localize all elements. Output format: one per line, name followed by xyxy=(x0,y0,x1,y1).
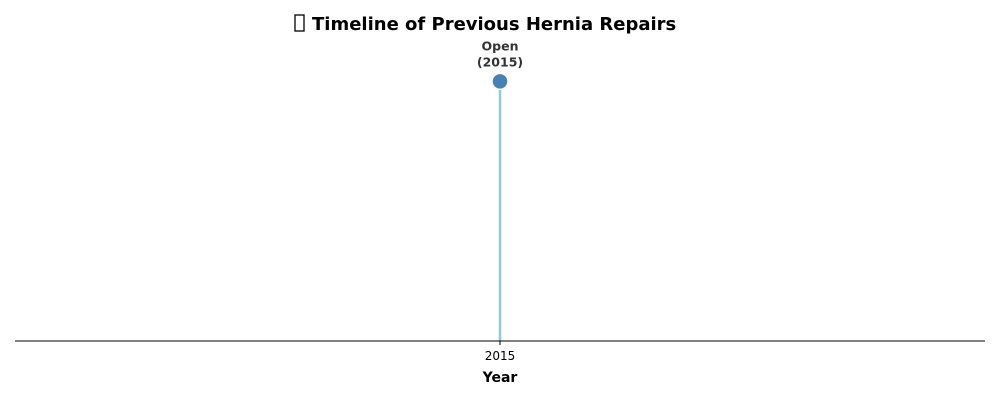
plot-area: Open(2015) xyxy=(477,38,523,341)
missing-glyph-icon xyxy=(294,14,305,32)
x-axis-ticks: 2015 xyxy=(485,341,516,363)
chart-title: Timeline of Previous Hernia Repairs xyxy=(294,14,676,35)
x-tick-label: 2015 xyxy=(485,349,516,363)
chart-title-text: Timeline of Previous Hernia Repairs xyxy=(312,14,676,35)
x-axis-label: Year xyxy=(482,370,518,386)
point-label-year: (2015) xyxy=(477,54,523,69)
point-label-type: Open xyxy=(482,38,519,53)
timeline-marker xyxy=(491,72,509,91)
